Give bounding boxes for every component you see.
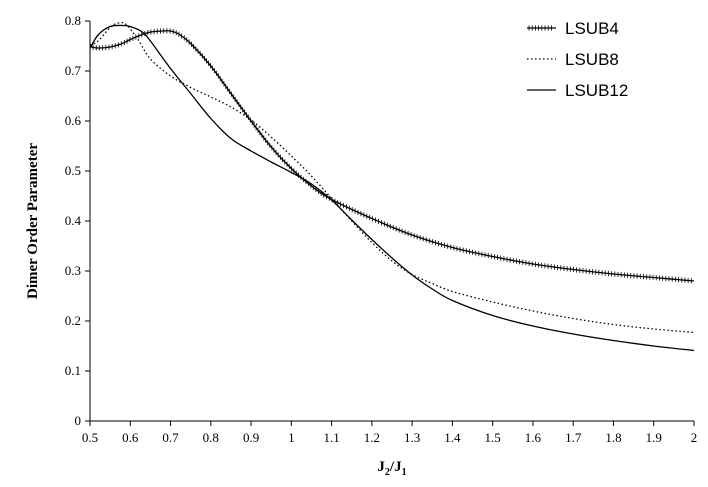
x-axis-title-main: J [377,459,385,475]
x-tick-label: 0.5 [82,430,98,445]
series-line-lsub4 [89,30,695,282]
x-tick-label: 1.5 [485,430,501,445]
x-tick-label: 1 [288,430,295,445]
y-tick-label: 0 [75,413,82,428]
x-tick-label: 1.8 [605,430,621,445]
y-tick-label: 0.7 [65,63,82,78]
y-tick-label: 0.6 [65,113,82,128]
legend: LSUB4 LSUB8 LSUB12 [527,19,628,100]
x-tick-label: 1.1 [323,430,339,445]
x-tick-label: 1.6 [525,430,542,445]
y-tick-label: 0.8 [65,13,81,28]
x-axis-title-sub1: 2 [385,467,390,478]
series-line-lsub12 [89,24,695,352]
x-tick-label: 1.7 [565,430,582,445]
y-tick-label: 0.2 [65,313,81,328]
x-tick-label: 0.8 [203,430,219,445]
x-tick-label: 1.9 [646,430,662,445]
x-tick-label: 1.3 [404,430,420,445]
x-axis-title: J2/J1 [377,459,406,478]
y-tick-label: 0.5 [65,163,81,178]
x-ticks: 0.5 0.6 0.7 0.8 0.9 1 1.1 1.2 1.3 1.4 1.5 1.6 1.7 1.8… [82,421,697,445]
x-tick-label: 0.9 [243,430,259,445]
series-lines [89,21,695,352]
x-axis-title-slash: /J [389,459,402,475]
x-tick-label: 1.4 [444,430,461,445]
x-axis-title-sub2: 1 [402,467,407,478]
x-tick-label: 0.6 [122,430,139,445]
y-tick-label: 0.4 [65,213,82,228]
x-tick-label: 1.2 [364,430,380,445]
legend-label-lsub4: LSUB4 [565,19,619,38]
y-tick-label: 0.3 [65,263,81,278]
legend-label-lsub8: LSUB8 [565,50,619,69]
x-tick-label: 2 [691,430,698,445]
x-tick-label: 0.7 [162,430,179,445]
y-tick-label: 0.1 [65,363,81,378]
y-ticks: 0 0.1 0.2 0.3 0.4 0.5 0.6 0.7 0.8 [65,13,90,428]
y-axis-title: Dimer Order Parameter [25,143,41,299]
legend-label-lsub12: LSUB12 [565,81,628,100]
